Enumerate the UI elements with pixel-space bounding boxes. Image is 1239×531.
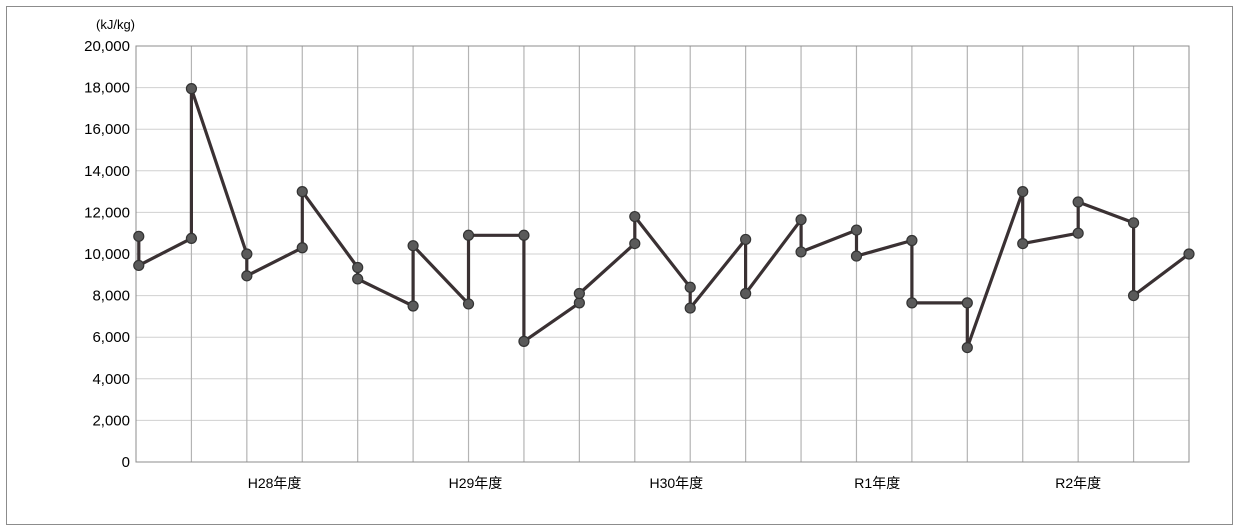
y-tick-label: 8,000 [92, 288, 130, 305]
y-axis-tick-labels: 0 2,000 4,000 6,000 8,000 10,000 12,000 14,000 1… [84, 38, 130, 471]
data-point [850, 224, 863, 236]
y-tick-label: 14,000 [84, 163, 130, 180]
data-point [133, 230, 145, 242]
data-point [518, 335, 530, 347]
data-point [407, 300, 419, 312]
y-tick-label: 20,000 [84, 38, 130, 55]
data-point [352, 273, 364, 285]
data-point [133, 259, 145, 272]
data-point [1017, 186, 1029, 198]
x-category-label: H28年度 [248, 475, 302, 491]
data-point [850, 250, 863, 262]
data-point [1183, 248, 1195, 260]
data-point [906, 234, 918, 247]
data-point [629, 238, 641, 250]
data-point [961, 297, 973, 309]
data-point [296, 186, 308, 198]
data-point [185, 83, 198, 95]
chart-frame: 0 2,000 4,000 6,000 8,000 10,000 12,000 14,000 1… [6, 6, 1233, 525]
series-markers [133, 83, 1195, 354]
data-point [573, 287, 585, 300]
y-tick-label: 6,000 [92, 329, 130, 346]
data-point [684, 302, 696, 314]
data-point [961, 342, 973, 354]
data-point [185, 232, 198, 244]
y-tick-label: 12,000 [84, 204, 130, 221]
data-point [241, 248, 253, 260]
y-axis-unit-label: (kJ/kg) [96, 17, 135, 32]
data-point [462, 298, 475, 310]
data-point [407, 240, 419, 252]
data-point [740, 287, 752, 300]
line-chart: 0 2,000 4,000 6,000 8,000 10,000 12,000 14,000 1… [84, 17, 1195, 491]
data-point [241, 270, 253, 282]
y-tick-label: 18,000 [84, 80, 130, 97]
series-line [137, 86, 1191, 350]
data-point [906, 297, 918, 309]
data-point [1127, 217, 1140, 229]
data-point [462, 229, 475, 241]
x-category-label: R2年度 [1055, 475, 1101, 491]
x-category-label: H30年度 [650, 475, 704, 491]
data-point [629, 210, 641, 223]
x-category-label: R1年度 [854, 475, 900, 491]
data-point [296, 242, 308, 254]
data-point [795, 246, 807, 258]
data-point [740, 233, 752, 246]
y-tick-label: 16,000 [84, 121, 130, 138]
data-point [518, 229, 530, 241]
y-tick-label: 0 [122, 454, 130, 471]
data-point [1017, 238, 1029, 250]
data-point [795, 214, 807, 226]
x-axis-category-labels: H28年度 H29年度 H30年度 R1年度 R2年度 [248, 475, 1101, 491]
data-point [1072, 227, 1084, 239]
data-point [1072, 196, 1084, 208]
data-point [1127, 290, 1140, 302]
data-point [684, 281, 696, 293]
x-category-label: H29年度 [449, 475, 503, 491]
y-tick-label: 4,000 [92, 371, 130, 388]
y-tick-label: 10,000 [84, 246, 130, 263]
y-tick-label: 2,000 [92, 412, 130, 429]
data-point [352, 261, 364, 274]
data-point [573, 297, 585, 309]
